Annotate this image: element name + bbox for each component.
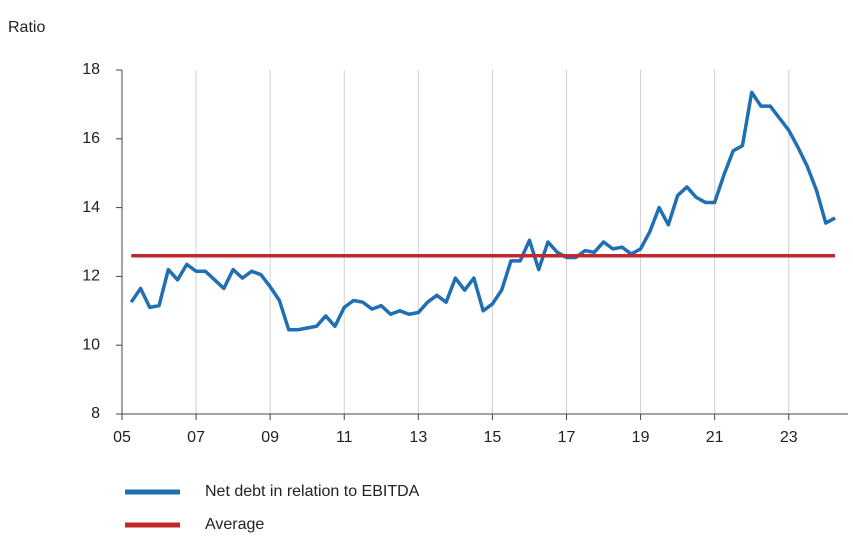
legend-label: Net debt in relation to EBITDA <box>205 483 420 500</box>
y-axis-label: Ratio <box>8 19 45 36</box>
data-line <box>129 90 836 332</box>
legend-label: Average <box>205 516 264 533</box>
y-tick-label: 10 <box>82 336 100 353</box>
x-tick-label: 21 <box>706 429 724 446</box>
y-tick-label: 8 <box>91 405 100 422</box>
x-tick-label: 09 <box>261 429 279 446</box>
y-tick-label: 16 <box>82 130 100 147</box>
x-tick-label: 19 <box>632 429 650 446</box>
x-tick-label: 07 <box>187 429 205 446</box>
x-tick-label: 13 <box>409 429 427 446</box>
x-tick-label: 17 <box>558 429 576 446</box>
y-tick-label: 18 <box>82 61 100 78</box>
x-tick-label: 05 <box>113 429 131 446</box>
x-tick-label: 11 <box>336 429 353 446</box>
x-tick-label: 15 <box>484 429 502 446</box>
y-tick-label: 14 <box>82 199 100 216</box>
x-tick-label: 23 <box>780 429 798 446</box>
y-tick-label: 12 <box>82 268 100 285</box>
